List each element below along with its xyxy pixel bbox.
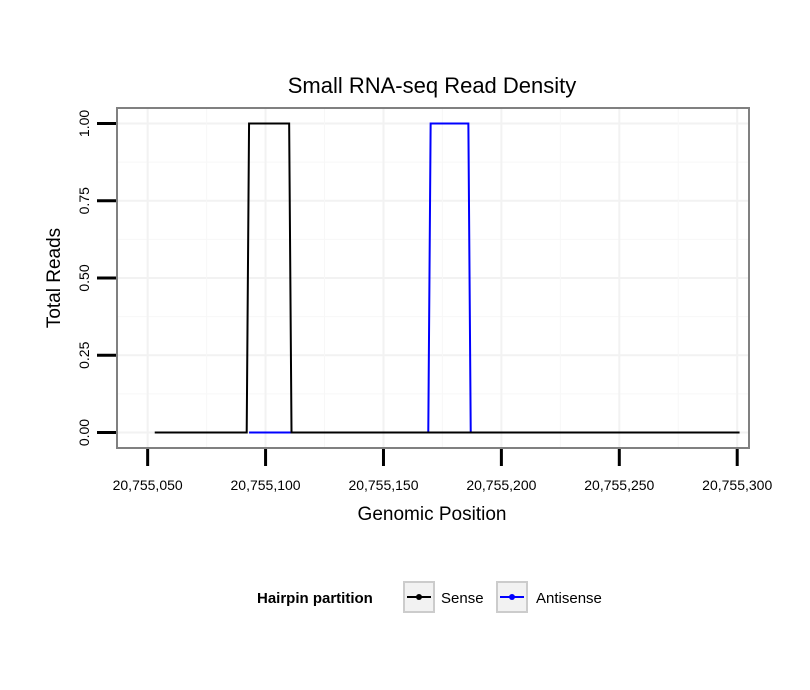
y-tick-label: 0.75 <box>76 187 92 214</box>
x-axis: 20,755,050 20,755,100 20,755,150 20,755,200… <box>113 449 772 493</box>
y-tick-label: 1.00 <box>76 110 92 137</box>
y-tick-label: 0.50 <box>76 264 92 291</box>
x-tick-label: 20,755,200 <box>466 477 536 493</box>
plot-panel-border <box>116 107 750 449</box>
legend-title: Hairpin partition <box>257 590 373 607</box>
y-tick-label: 0.00 <box>76 419 92 446</box>
legend-label-antisense: Antisense <box>536 590 602 607</box>
x-tick-label: 20,755,050 <box>113 477 183 493</box>
grid <box>117 108 749 448</box>
x-tick-label: 20,755,100 <box>231 477 301 493</box>
legend-label-sense: Sense <box>441 590 484 607</box>
x-axis-title: Genomic Position <box>358 504 507 525</box>
series-line-sense <box>154 122 740 434</box>
y-axis: 0.00 0.25 0.50 0.75 1.00 <box>76 110 116 446</box>
y-tick-label: 0.25 <box>76 341 92 368</box>
x-tick-label: 20,755,150 <box>348 477 418 493</box>
legend: Hairpin partition Sense Antisense <box>257 581 602 613</box>
legend-point-antisense <box>509 594 515 600</box>
series-line-antisense <box>249 122 472 434</box>
x-tick-label: 20,755,250 <box>584 477 654 493</box>
y-axis-title: Total Reads <box>44 228 65 328</box>
chart-title: Small RNA-seq Read Density <box>288 73 577 98</box>
series-layer <box>154 122 740 434</box>
legend-point-sense <box>416 594 422 600</box>
x-tick-label: 20,755,300 <box>702 477 772 493</box>
